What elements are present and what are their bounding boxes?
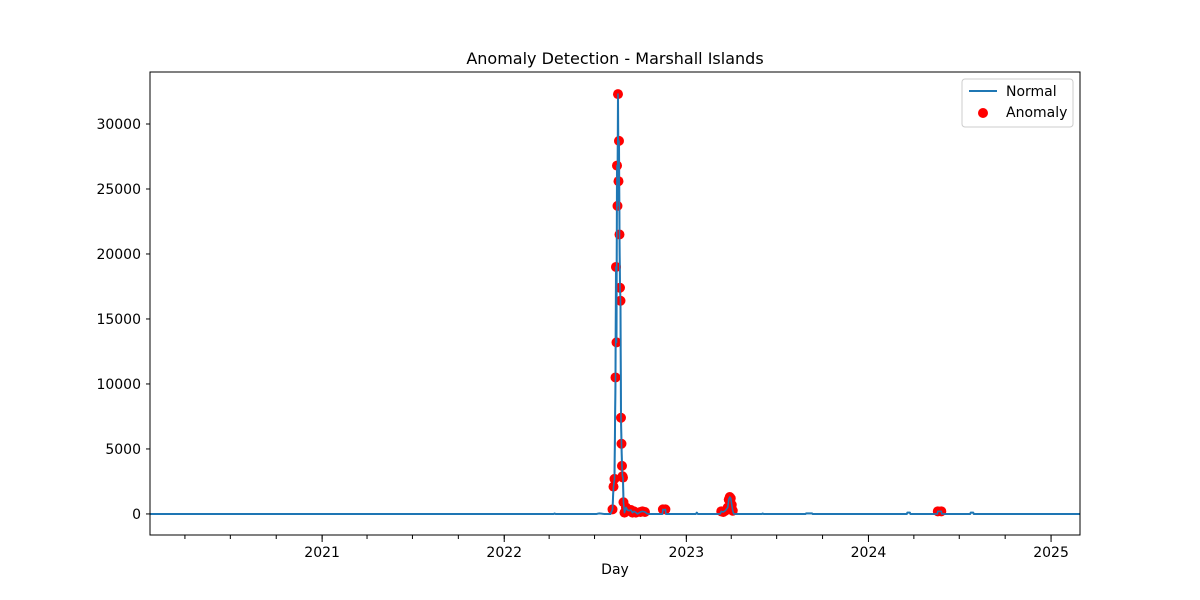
- legend-normal-label: Normal: [1006, 84, 1057, 100]
- y-tick-label: 25000: [96, 182, 141, 198]
- x-tick-label: 2021: [304, 545, 340, 561]
- y-tick-label: 30000: [96, 117, 141, 133]
- x-axis-label: Day: [601, 562, 629, 578]
- y-tick-label: 20000: [96, 247, 141, 263]
- x-tick-label: 2024: [851, 545, 887, 561]
- normal-series-line-overlay: [150, 93, 1080, 515]
- plot-frame: [149, 71, 1081, 536]
- y-tick-label: 15000: [96, 312, 141, 328]
- y-axis: 0 5000 10000 15000 20000 25000 30000: [96, 117, 150, 523]
- legend: Normal Anomaly: [961, 78, 1074, 128]
- x-axis: 2021 2022 2023 2024 2025: [184, 535, 1069, 561]
- chart-title: Anomaly Detection - Marshall Islands: [466, 49, 763, 68]
- legend-anomaly-swatch: [978, 108, 988, 118]
- x-tick-label: 2023: [669, 545, 705, 561]
- y-tick-label: 10000: [96, 377, 141, 393]
- x-tick-label: 2025: [1033, 545, 1069, 561]
- legend-anomaly-label: Anomaly: [1006, 105, 1067, 121]
- plot-area: [150, 89, 1080, 518]
- y-tick-label: 0: [132, 507, 141, 523]
- y-tick-label: 5000: [105, 442, 141, 458]
- plot-series: [150, 89, 1080, 518]
- x-tick-label: 2022: [486, 545, 522, 561]
